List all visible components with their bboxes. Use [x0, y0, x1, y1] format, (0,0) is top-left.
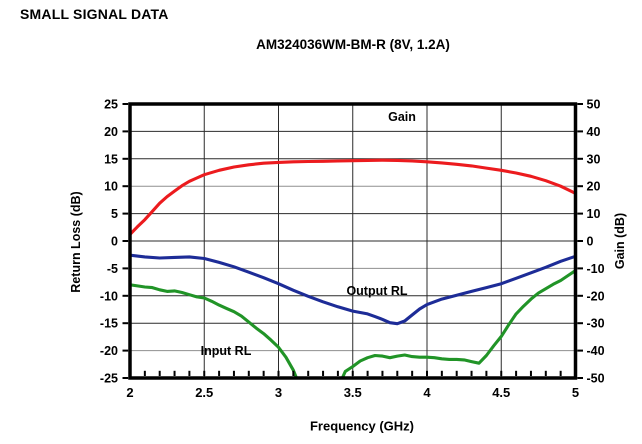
tick-labels: 2520151050-5-10-15-20-2550403020100-10-2… — [100, 98, 605, 401]
left-axis-tick-label: 25 — [104, 98, 118, 112]
x-axis-tick-label: 3.5 — [344, 385, 362, 400]
right-axis-tick-label: 20 — [587, 180, 601, 194]
series-layer — [130, 158, 576, 378]
left-axis-tick-label: 20 — [104, 125, 118, 139]
right-axis-tick-label: -50 — [587, 372, 605, 386]
input-rl-series-label: Input RL — [200, 344, 252, 358]
gain-line — [130, 158, 576, 236]
left-axis-title: Return Loss (dB) — [69, 191, 83, 293]
left-axis-tick-label: -10 — [100, 289, 118, 303]
x-axis-tick-label: 4.5 — [492, 385, 510, 400]
input-rl-line — [130, 269, 576, 378]
plot-border — [128, 102, 578, 380]
right-axis-tick-label: 10 — [587, 207, 601, 221]
right-axis-title: Gain (dB) — [613, 212, 627, 270]
left-axis-tick-label: -20 — [100, 344, 118, 358]
left-axis-tick-label: 5 — [111, 207, 118, 221]
left-axis-tick-label: -5 — [107, 262, 118, 276]
right-axis-tick-label: -20 — [587, 289, 605, 303]
right-axis-tick-label: 0 — [587, 235, 594, 249]
x-axis-tick-label: 2 — [126, 385, 133, 400]
right-axis-tick-label: 30 — [587, 152, 601, 166]
vertical-gridlines — [203, 104, 502, 378]
x-axis-title: Frequency (GHz) — [309, 418, 415, 434]
left-axis-tick-label: 15 — [104, 152, 118, 166]
left-axis-tick-label: 10 — [104, 180, 118, 194]
right-axis-tick-label: -40 — [587, 344, 605, 358]
axis-ticks — [122, 103, 583, 379]
x-axis-tick-label: 5 — [572, 385, 579, 400]
right-axis-tick-label: 40 — [587, 125, 601, 139]
left-axis-tick-label: -25 — [100, 372, 118, 386]
right-axis-tick-label: 50 — [587, 98, 601, 112]
page-title: SMALL SIGNAL DATA — [20, 6, 169, 22]
x-axis-tick-label: 4 — [423, 385, 431, 400]
gain-series-label: Gain — [388, 110, 416, 124]
output-rl-line — [130, 253, 576, 326]
x-axis-tick-label: 3 — [275, 385, 282, 400]
chart-title: AM324036WM-BM-R (8V, 1.2A) — [256, 37, 450, 52]
output-rl-series-label: Output RL — [346, 284, 408, 298]
right-axis-tick-label: -30 — [587, 317, 605, 331]
right-axis-tick-label: -10 — [587, 262, 605, 276]
x-axis-tick-label: 2.5 — [195, 385, 213, 400]
left-axis-tick-label: -15 — [100, 317, 118, 331]
left-axis-tick-label: 0 — [111, 235, 118, 249]
